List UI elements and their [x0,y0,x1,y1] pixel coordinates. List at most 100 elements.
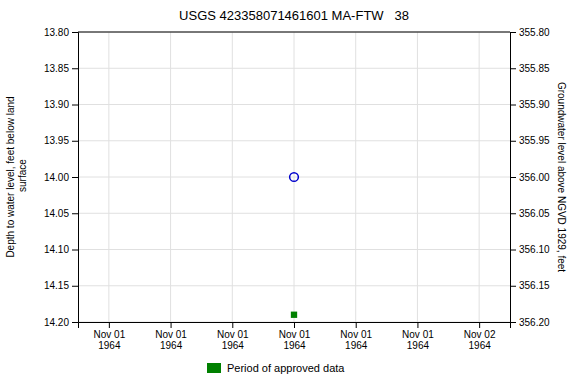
tick: Nov 011964 [217,322,249,351]
tick-label: Nov 011964 [155,329,187,351]
tick-mark [417,322,418,328]
grid-line [78,32,510,33]
tick-label: 355.85 [519,63,550,74]
tick-mark [109,322,110,328]
tick: 14.20 [44,317,78,328]
tick-label: Nov 011964 [279,329,311,351]
tick-label: 13.95 [44,135,69,146]
grid-line [294,32,295,322]
tick: 356.15 [510,280,550,291]
tick-label: 14.10 [44,244,69,255]
marks [290,173,299,318]
y2-axis-title: Groundwater level above NGVD 1929, feet [556,82,567,272]
tick-label: 356.20 [519,317,550,328]
tick: 355.80 [510,27,550,38]
axis-line [79,323,511,329]
tick: 356.10 [510,244,550,255]
title: USGS 423358071461601 MA-FTW 38 [179,8,409,23]
tick-mark [510,68,516,69]
tick-mark [510,32,516,33]
tick-label: 355.95 [519,135,550,146]
tick: 14.15 [44,280,78,291]
tick: Nov 011964 [155,322,187,351]
tick-mark [510,286,516,287]
tick: 14.00 [44,172,78,183]
tick: 355.95 [510,135,550,146]
tick-mark [72,286,78,287]
tick-label: Nov 011964 [217,329,249,351]
tick-label: 355.80 [519,27,550,38]
tick: 14.05 [44,208,78,219]
axis-line [72,33,79,323]
tick: 356.05 [510,208,550,219]
tick-label: Nov 011964 [340,329,372,351]
tick: 14.10 [44,244,78,255]
data-point [290,173,299,182]
tick-label: 356.05 [519,208,550,219]
tick: 355.90 [510,99,550,110]
tick-mark [510,213,516,214]
tick: 13.85 [44,63,78,74]
tick-label: 356.00 [519,172,550,183]
tick-label: 13.85 [44,63,69,74]
tick-label: 14.05 [44,208,69,219]
tick: 13.95 [44,135,78,146]
tick-label: Nov 011964 [94,329,126,351]
y-axis-title: Depth to water level, feet below land su… [5,96,28,257]
tick: Nov 011964 [340,322,372,351]
tick-mark [72,177,78,178]
tick-mark [356,322,357,328]
tick-mark [72,32,78,33]
tick-label: Nov 021964 [464,329,496,351]
legend-swatch [207,363,221,373]
tick-mark [479,322,480,328]
tick-label: Nov 011964 [402,329,434,351]
tick-mark [510,141,516,142]
tick-mark [72,141,78,142]
tick-mark [510,250,516,251]
tick-mark [72,213,78,214]
tick: Nov 011964 [402,322,434,351]
tick-mark [72,322,78,323]
tick-label: 13.80 [44,27,69,38]
legend-label: Period of approved data [227,362,345,374]
tick: 13.80 [44,27,78,38]
axis-line [511,33,517,323]
y-axis: 13.80 13.85 13.90 13.95 14.00 14.05 14.10 14.15… [44,27,79,328]
plot: 13.80 13.85 13.90 13.95 14.00 14.05 14.10 14.15… [5,27,567,351]
plot-frame [78,32,510,33]
tick-label: 356.15 [519,280,550,291]
grid-line [108,32,109,322]
grid-line [417,32,418,322]
legend-item: Period of approved data [207,362,345,374]
tick: 13.90 [44,99,78,110]
y2-axis: 356.20 356.15 356.10 356.05 356.00 355.95 355.… [510,27,550,328]
tick-mark [72,68,78,69]
tick-mark [171,322,172,328]
tick-mark [510,177,516,178]
tick-mark [294,322,295,328]
tick-label: 355.90 [519,99,550,110]
chart: USGS 423358071461601 MA-FTW 38 13.80 13.85… [0,0,576,384]
tick-label: 356.10 [519,244,550,255]
tick-mark [72,105,78,106]
tick: 355.85 [510,63,550,74]
tick-label: 14.15 [44,280,69,291]
legend: Period of approved data [207,362,345,374]
tick: Nov 011964 [279,322,311,351]
data-point [291,312,297,318]
tick: Nov 021964 [464,322,496,351]
tick-label: 14.00 [44,172,69,183]
grid-line [479,32,480,322]
tick: Nov 011964 [94,322,126,351]
x-axis: Nov 011964 Nov 011964 Nov 011964 Nov 011964… [79,322,511,351]
tick-mark [72,250,78,251]
tick-label: 14.20 [44,317,69,328]
grid-line [232,32,233,322]
grid-line [170,32,171,322]
tick-mark [232,322,233,328]
tick: 356.20 [510,317,550,328]
grid [78,32,510,322]
tick-label: 13.90 [44,99,69,110]
tick-mark [510,105,516,106]
